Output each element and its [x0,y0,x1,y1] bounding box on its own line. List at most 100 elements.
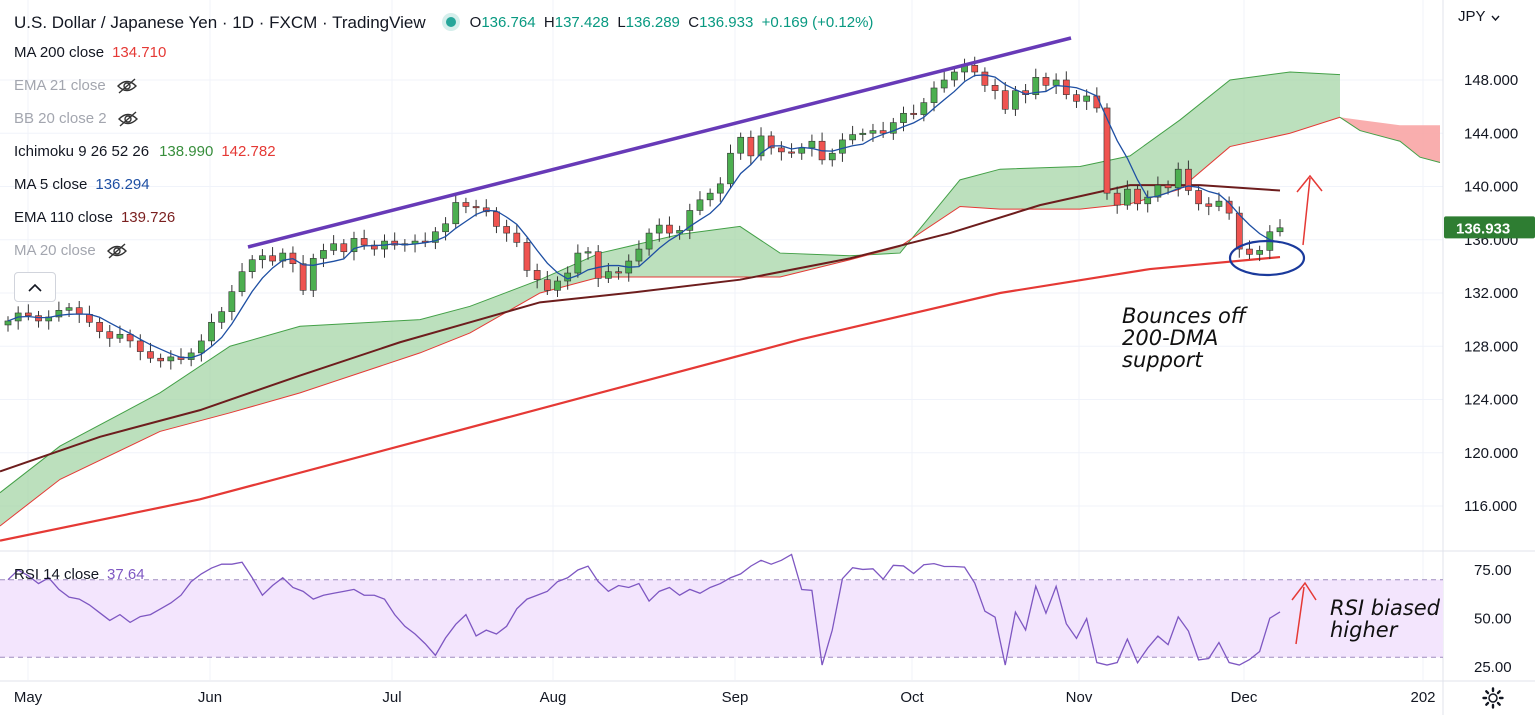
candle [472,206,480,209]
indicator-ma5[interactable]: MA 5 close 136.294 [14,176,150,193]
candle [910,112,918,115]
candle [1235,212,1243,250]
candle [605,271,612,279]
candle [360,238,368,246]
eye-hidden-icon[interactable] [116,77,138,94]
time-tick-label: Jul [382,689,401,706]
candle [248,259,256,272]
price-tick-label: 148.000 [1464,72,1518,89]
candle [350,238,358,253]
chevron-up-icon [28,283,42,292]
candle [116,333,124,339]
candle [228,291,236,312]
time-tick-label: 202 [1410,689,1435,706]
candle [1073,94,1080,102]
candle [554,280,561,291]
price-tick-label: 128.000 [1464,338,1518,355]
candle [208,321,215,342]
indicator-ichimoku[interactable]: Ichimoku 9 26 52 26 138.990 142.782 [14,143,276,160]
candle [299,263,307,291]
candle [737,136,745,154]
candle [828,152,836,161]
candle [635,248,643,262]
indicator-ma200[interactable]: MA 200 close 134.710 [14,44,167,61]
symbol-header: U.S. Dollar / Japanese Yen · 1D · FXCM ·… [14,8,873,36]
time-axis: May Jun Jul Aug Sep Oct Nov Dec 202 [14,689,1436,706]
chart-legend: U.S. Dollar / Japanese Yen · 1D · FXCM ·… [14,8,873,267]
ichimoku-span-b-future [1339,116,1441,164]
candle [727,152,734,185]
symbol-title[interactable]: U.S. Dollar / Japanese Yen · 1D · FXCM ·… [14,12,426,32]
candle [1032,77,1040,95]
time-tick-label: Jun [198,689,222,706]
ichimoku-cloud-bullish [0,72,1340,526]
candle [96,321,103,332]
candle [574,252,582,274]
rsi-tick-label: 75.00 [1474,562,1512,579]
eye-hidden-icon[interactable] [117,110,139,127]
candle [1164,184,1172,189]
candle [930,87,938,103]
candle [65,307,73,311]
indicator-ema21[interactable]: EMA 21 close [14,69,873,102]
candle [187,352,195,360]
ohlc-values: O136.764 H137.428 L136.289 C136.933 +0.1… [469,13,874,31]
ichimoku-span-a [0,71,1341,494]
rsi-line [7,553,1281,666]
candle [778,147,785,153]
collapse-legend-button[interactable] [14,272,56,302]
price-tick-label: 116.000 [1464,498,1517,515]
last-price-badge [1444,216,1535,239]
currency-selector[interactable]: JPY [1458,8,1500,25]
candle [920,102,928,115]
candle [4,320,12,326]
time-tick-label: Sep [722,689,749,706]
price-tick-label: 144.000 [1464,125,1518,142]
candle [1001,90,1009,110]
candle [1276,227,1284,233]
candle [1174,168,1182,189]
indicator-ema110[interactable]: EMA 110 close 139.726 [14,209,176,226]
candle [1103,107,1111,194]
candle [879,130,887,134]
candle [391,240,399,246]
eye-hidden-icon[interactable] [106,242,128,259]
candle [35,315,42,322]
candle [340,243,348,253]
ema110-line [0,184,1281,473]
candle [157,357,164,362]
rsi-legend[interactable]: RSI 14 close 37.64 [14,566,145,583]
candle [1042,77,1050,86]
indicator-ma20[interactable]: MA 20 close [14,234,873,267]
rsi-tick-label: 50.00 [1474,611,1512,628]
candle [136,340,144,352]
annotation-rsi: RSI biased higher [1330,596,1441,642]
price-tick-label: 124.000 [1464,392,1518,409]
candle [330,243,337,251]
candle [706,192,714,201]
candle [432,231,439,243]
candle [147,351,154,359]
gear-icon[interactable] [1481,686,1505,710]
candle [167,356,175,362]
rsi-tick-label: 25.00 [1474,659,1512,676]
candle [75,307,83,315]
candle [1124,188,1131,206]
candle [533,270,541,280]
candle [1083,95,1091,102]
ma5-line [7,74,1281,359]
candle [442,223,449,233]
candle [218,311,226,323]
candle [716,183,724,194]
candle [686,210,694,231]
rsi-axis: 75.00 50.00 25.00 [1474,562,1512,676]
indicator-bb20[interactable]: BB 20 close 2 [14,102,873,135]
price-tick-label: 140.000 [1464,179,1518,196]
candle [696,199,704,211]
arrow-up-price [1296,174,1323,246]
candle [259,255,266,261]
candle [452,202,460,225]
candle [1185,168,1192,191]
price-tick-label: 132.000 [1464,285,1518,302]
